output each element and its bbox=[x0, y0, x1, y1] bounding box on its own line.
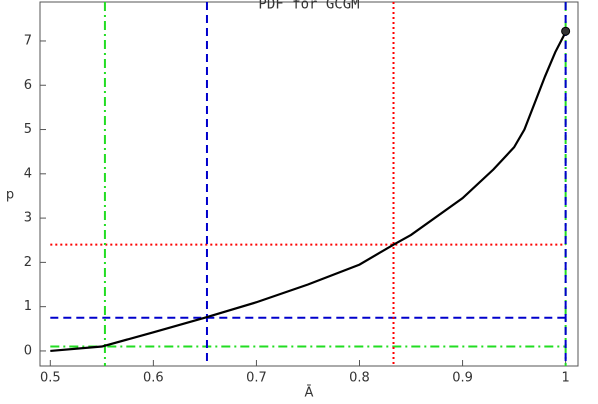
x-tick-label: 0.6 bbox=[143, 371, 164, 386]
y-tick-label: 4 bbox=[24, 166, 32, 181]
y-tick-label: 3 bbox=[24, 211, 32, 226]
x-tick-label: 0.9 bbox=[452, 371, 473, 386]
y-tick-label: 6 bbox=[24, 78, 32, 93]
y-tick-label: 0 bbox=[24, 343, 32, 358]
y-tick-label: 1 bbox=[24, 299, 32, 314]
y-tick-label: 2 bbox=[24, 255, 32, 270]
x-tick-label: 0.5 bbox=[40, 371, 61, 386]
y-tick-label: 7 bbox=[24, 33, 32, 48]
chart-title: PDF for GCGM bbox=[258, 0, 359, 13]
x-tick-label: 1 bbox=[561, 371, 569, 386]
x-tick-label: 0.7 bbox=[246, 371, 267, 386]
x-tick-label: 0.8 bbox=[349, 371, 370, 386]
plot-frame bbox=[39, 1, 579, 367]
point bbox=[561, 26, 571, 36]
y-tick-label: 5 bbox=[24, 122, 32, 137]
y-axis-label: p bbox=[6, 188, 14, 203]
curve bbox=[50, 31, 567, 353]
x-axis-label: Ā bbox=[305, 386, 314, 401]
